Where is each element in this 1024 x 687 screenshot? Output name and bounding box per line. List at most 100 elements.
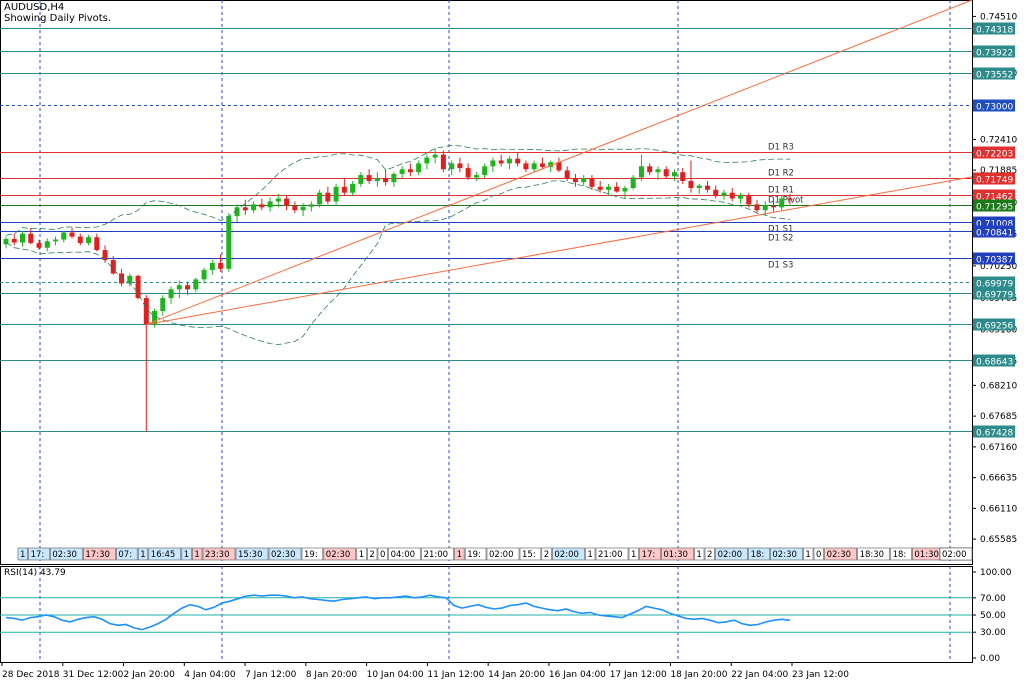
pivot-label: D1 S2	[768, 234, 793, 244]
date-tick-label: 16 Jan 04:00	[549, 670, 606, 680]
session-tag	[28, 547, 50, 561]
candle-up	[350, 183, 356, 193]
level-price-label: 0.71008	[976, 220, 1013, 230]
date-tick-label: 2 Jan 20:00	[124, 670, 176, 680]
date-tick-label: 14 Jan 20:00	[488, 670, 545, 680]
session-tag	[50, 547, 83, 561]
date-tick-label: 4 Jan 04:00	[184, 670, 236, 680]
date-tick-label: 23 Jan 12:00	[792, 670, 849, 680]
candle-down	[515, 158, 521, 164]
candle-down	[69, 232, 75, 237]
candle-up	[251, 204, 257, 211]
price-tick-label: 0.67685	[980, 412, 1017, 422]
session-tag	[770, 547, 803, 561]
candle-up	[482, 166, 488, 176]
level-price-label: 0.73000	[976, 103, 1013, 113]
session-tag	[661, 547, 694, 561]
session-tag-label: 1	[140, 550, 145, 560]
candle-down	[539, 163, 545, 167]
rsi-tick-label: 30.00	[980, 628, 1006, 638]
session-tag-label: 01:30	[663, 550, 688, 560]
candle-down	[597, 186, 603, 190]
candle-up	[630, 177, 636, 188]
date-tick-label: 22 Jan 04:00	[731, 670, 788, 680]
symbol-title: AUDUSD,H4	[4, 2, 65, 13]
session-tag	[367, 547, 378, 561]
candle-up	[721, 192, 727, 196]
candle-down	[572, 178, 578, 183]
candle-up	[61, 232, 67, 240]
price-tick-label: 0.68210	[980, 381, 1017, 391]
session-tag-label: 1	[631, 550, 636, 560]
session-tag-label: 19:	[467, 550, 481, 560]
level-price-tag	[973, 189, 1015, 202]
candle-up	[234, 207, 240, 217]
candle-down	[102, 250, 108, 261]
candle-down	[143, 298, 149, 325]
session-tag-label: 02:30	[271, 550, 296, 560]
session-tag	[323, 547, 357, 561]
candle-up	[300, 206, 306, 211]
candle-up	[671, 172, 677, 177]
candle-up	[779, 198, 785, 208]
candle-down	[110, 260, 116, 274]
session-tag-label: 23:30	[205, 550, 230, 560]
session-tag	[17, 547, 28, 561]
session-tag-label: 04:00	[391, 550, 416, 560]
candle-down	[284, 198, 290, 206]
session-tag	[137, 547, 149, 561]
price-tick-label: 0.74510	[980, 12, 1017, 22]
session-tag	[704, 547, 715, 561]
candle-down	[341, 186, 347, 193]
session-tag	[356, 547, 367, 561]
session-tag-label: 1	[696, 550, 701, 560]
session-tag	[464, 547, 487, 561]
candle-up	[226, 216, 232, 269]
session-tag-label: 19:	[304, 550, 318, 560]
session-tag-label: 1	[194, 550, 199, 560]
candle-down	[457, 163, 463, 169]
session-tag	[519, 547, 542, 561]
level-price-tag	[973, 99, 1015, 112]
level-price-tag	[973, 287, 1015, 300]
candle-up	[622, 188, 628, 192]
candle-up	[696, 185, 702, 188]
candle-up	[267, 201, 273, 208]
candle-up	[605, 186, 611, 190]
candle-up	[168, 289, 174, 299]
level-price-label: 0.71462	[976, 193, 1013, 203]
date-tick-label: 10 Jan 04:00	[367, 670, 424, 680]
session-tag-label: 2	[369, 550, 374, 560]
session-tag	[552, 547, 585, 561]
session-tag-label: 1	[20, 550, 25, 560]
session-tag	[116, 547, 138, 561]
level-price-label: 0.69779	[976, 291, 1013, 301]
session-tag	[939, 547, 973, 561]
level-price-tag	[973, 252, 1015, 265]
candle-up	[275, 198, 281, 202]
candle-down	[94, 237, 100, 251]
candle-up	[762, 205, 768, 211]
candle-up	[737, 195, 743, 199]
pivot-label: D1 S3	[768, 261, 793, 271]
candle-down	[713, 189, 719, 196]
session-tag-label: 15:	[522, 550, 536, 560]
session-tag	[824, 547, 857, 561]
session-tag	[377, 547, 388, 561]
rsi-line	[5, 594, 791, 631]
session-tag	[595, 547, 629, 561]
level-price-label: 0.71749	[976, 176, 1013, 186]
session-tag-label: 16:45	[151, 550, 176, 560]
level-price-label: 0.69979	[976, 280, 1013, 290]
candle-up	[3, 238, 9, 245]
candle-up	[86, 237, 92, 244]
session-tag	[268, 547, 302, 561]
candle-down	[465, 168, 471, 178]
candle-up	[20, 233, 26, 243]
session-tag-label: 02:00	[489, 550, 514, 560]
session-tag	[628, 547, 639, 561]
candle-up	[548, 162, 554, 167]
session-tag-label: 0	[816, 550, 821, 560]
session-tag-label: 18:	[751, 550, 765, 560]
